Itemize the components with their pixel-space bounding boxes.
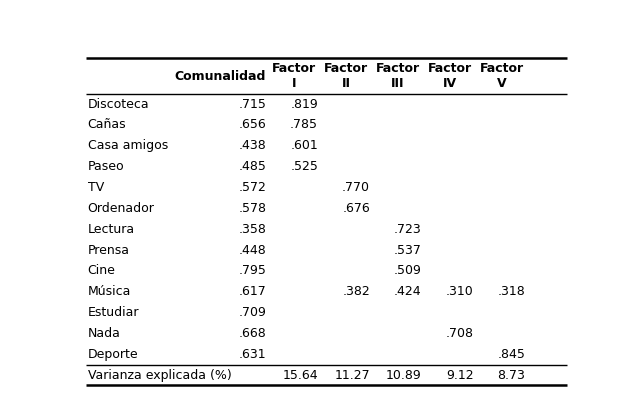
Text: Lectura: Lectura — [87, 223, 134, 236]
Text: Cine: Cine — [87, 264, 115, 277]
Text: Prensa: Prensa — [87, 244, 129, 257]
Text: .631: .631 — [239, 348, 266, 361]
Text: .723: .723 — [394, 223, 422, 236]
Text: .525: .525 — [290, 160, 318, 173]
Text: .424: .424 — [394, 285, 422, 298]
Text: .382: .382 — [342, 285, 370, 298]
Text: .617: .617 — [238, 285, 266, 298]
Text: Factor
V: Factor V — [480, 62, 524, 90]
Text: .601: .601 — [290, 139, 318, 152]
Text: .708: .708 — [445, 327, 473, 340]
Text: .785: .785 — [290, 119, 318, 131]
Text: 8.73: 8.73 — [497, 369, 526, 382]
Text: TV: TV — [87, 181, 104, 194]
Text: Varianza explicada (%): Varianza explicada (%) — [87, 369, 231, 382]
Text: .795: .795 — [238, 264, 266, 277]
Text: .318: .318 — [497, 285, 526, 298]
Text: .845: .845 — [497, 348, 526, 361]
Text: .770: .770 — [342, 181, 370, 194]
Text: .668: .668 — [238, 327, 266, 340]
Text: Factor
II: Factor II — [324, 62, 368, 90]
Text: .438: .438 — [238, 139, 266, 152]
Text: .578: .578 — [238, 202, 266, 215]
Text: 11.27: 11.27 — [334, 369, 370, 382]
Text: Comunalidad: Comunalidad — [175, 70, 266, 83]
Text: .509: .509 — [394, 264, 422, 277]
Text: Paseo: Paseo — [87, 160, 124, 173]
Text: Música: Música — [87, 285, 131, 298]
Text: Nada: Nada — [87, 327, 120, 340]
Text: Factor
I: Factor I — [272, 62, 316, 90]
Text: .656: .656 — [238, 119, 266, 131]
Text: .485: .485 — [238, 160, 266, 173]
Text: .537: .537 — [394, 244, 422, 257]
Text: Casa amigos: Casa amigos — [87, 139, 168, 152]
Text: .572: .572 — [238, 181, 266, 194]
Text: Factor
IV: Factor IV — [427, 62, 471, 90]
Text: 9.12: 9.12 — [446, 369, 473, 382]
Text: Deporte: Deporte — [87, 348, 138, 361]
Text: Cañas: Cañas — [87, 119, 126, 131]
Text: .709: .709 — [238, 306, 266, 319]
Text: Discoteca: Discoteca — [87, 98, 149, 111]
Text: 15.64: 15.64 — [282, 369, 318, 382]
Text: .358: .358 — [238, 223, 266, 236]
Text: Estudiar: Estudiar — [87, 306, 139, 319]
Text: 10.89: 10.89 — [386, 369, 422, 382]
Text: .310: .310 — [446, 285, 473, 298]
Text: Factor
III: Factor III — [376, 62, 420, 90]
Text: .676: .676 — [342, 202, 370, 215]
Text: Ordenador: Ordenador — [87, 202, 154, 215]
Text: .819: .819 — [290, 98, 318, 111]
Text: .715: .715 — [238, 98, 266, 111]
Text: .448: .448 — [238, 244, 266, 257]
